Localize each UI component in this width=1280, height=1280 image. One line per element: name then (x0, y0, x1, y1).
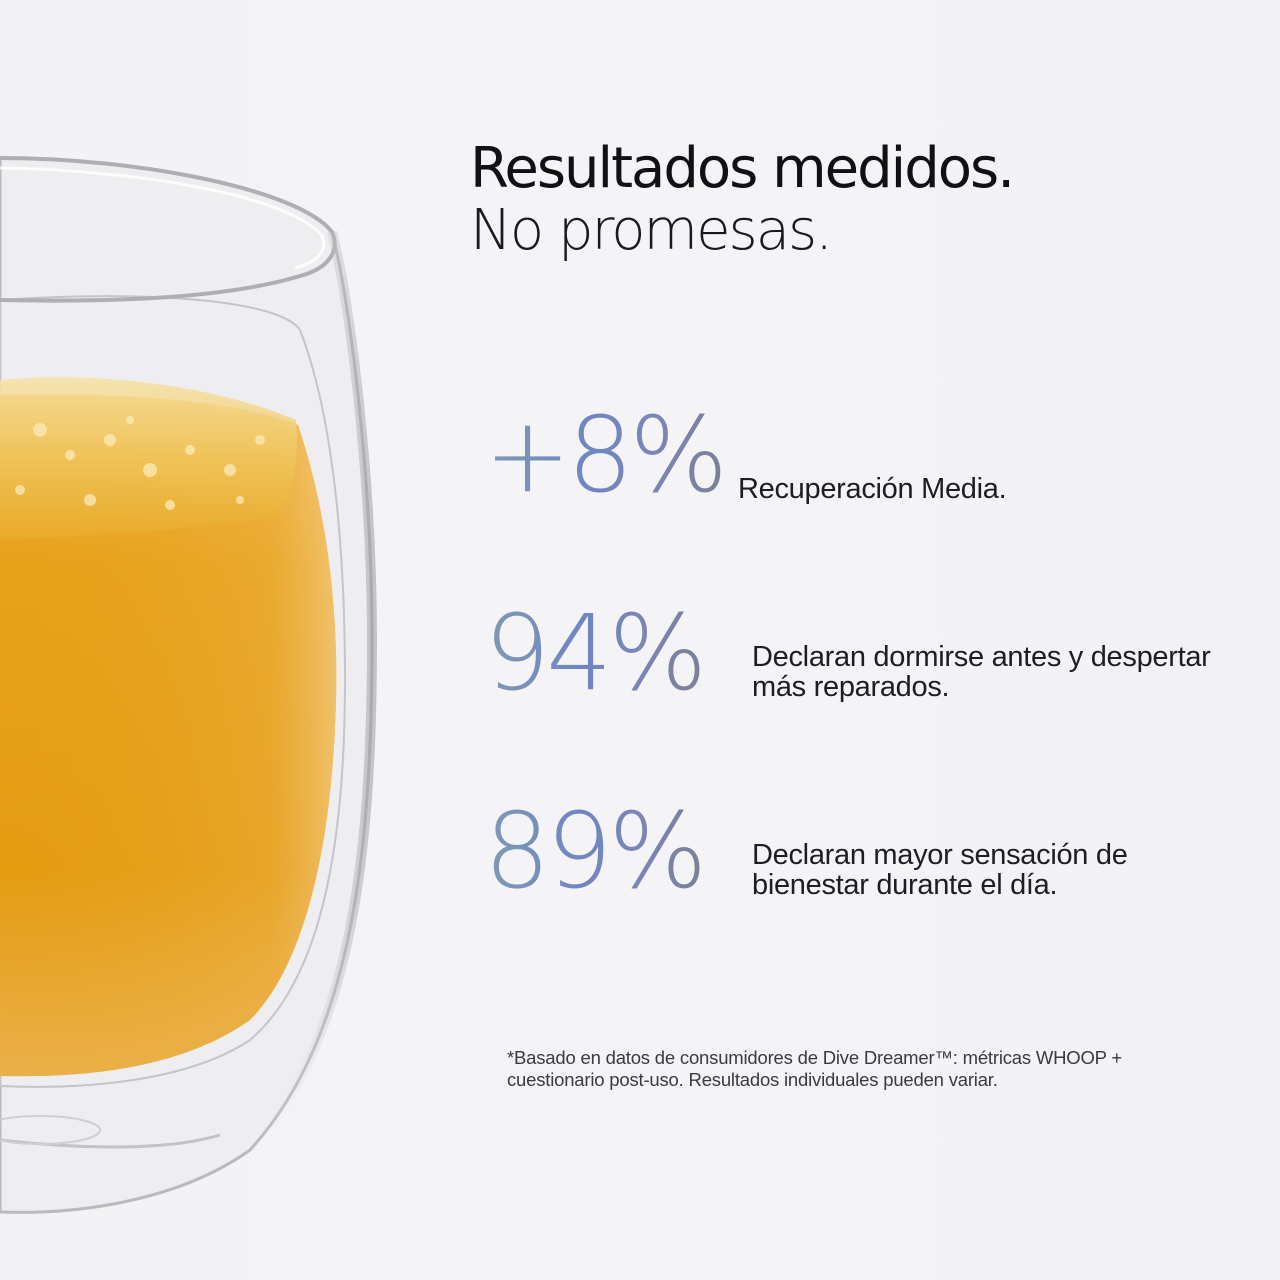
glass-rim (0, 156, 337, 303)
stat-description: Recuperación Media. (738, 473, 1007, 505)
footnote: *Basado en datos de consumidores de Dive… (507, 1047, 1122, 1091)
stat-description-line: Declaran mayor sensación de (752, 839, 1128, 871)
footnote-line-1: *Basado en datos de consumidores de Dive… (507, 1047, 1123, 1068)
glass-of-juice-image (0, 156, 378, 1214)
footnote-line-2: cuestionario post-uso. Resultados indivi… (507, 1069, 998, 1090)
stat-description: Declaran dormirse antes y despertar más … (752, 642, 1211, 702)
headline: Resultados medidos. No promesas. (470, 136, 1015, 263)
stat-description-line: bienestar durante el día. (752, 869, 1058, 901)
stat-value: 94% (484, 592, 707, 714)
juice-foam (0, 377, 297, 540)
foam-bubbles (15, 416, 265, 510)
stat-description-line: Declaran dormirse antes y despertar (752, 641, 1211, 673)
stat-description: Declaran mayor sensación de bienestar du… (752, 840, 1128, 900)
stat-description-line: Recuperación Media. (738, 473, 1007, 505)
stat-value: +8% (484, 394, 728, 516)
stat-description-line: más reparados. (752, 671, 950, 703)
headline-line-2: No promesas. (470, 198, 833, 263)
stat-value: 89% (484, 790, 707, 912)
headline-line-1: Resultados medidos. (470, 136, 1015, 201)
